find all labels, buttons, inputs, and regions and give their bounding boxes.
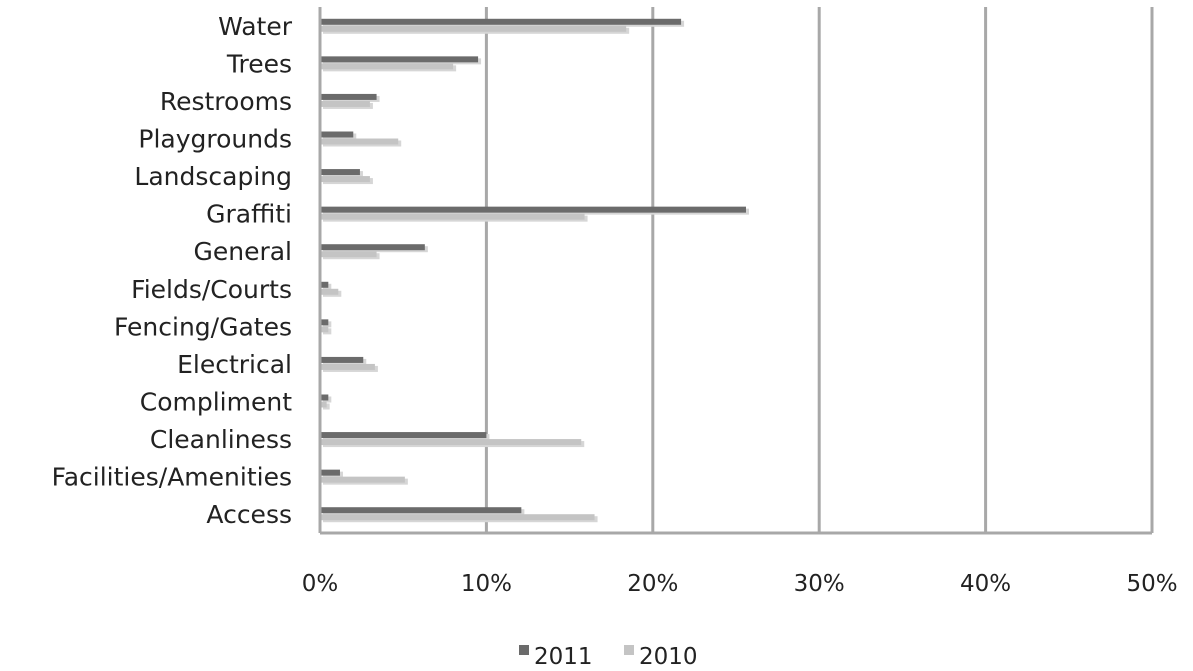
category-label: Trees (226, 49, 292, 78)
bar-2011-playgrounds (320, 131, 354, 138)
category-label: Restrooms (160, 87, 292, 116)
x-tick-label: 0% (302, 571, 339, 597)
category-label: Fields/Courts (131, 275, 292, 304)
bars (320, 18, 749, 523)
category-label: General (193, 237, 292, 266)
bar-2010-fields-courts (320, 288, 339, 295)
bar-2011-fields-courts (320, 281, 329, 288)
bar-2010-facilities-amenities (320, 476, 405, 483)
bar-2010-fencing-gates (320, 326, 329, 333)
legend-label-2011: 2011 (534, 644, 593, 670)
bar-2010-general (320, 251, 377, 258)
legend-swatch-2011 (519, 645, 529, 655)
category-label: Electrical (177, 350, 292, 379)
bar-2011-fencing-gates (320, 319, 329, 326)
category-label: Facilities/Amenities (52, 463, 292, 492)
axes (318, 7, 1152, 535)
bar-2011-restrooms (320, 93, 377, 100)
category-label: Water (218, 12, 293, 41)
bar-2010-landscaping (320, 176, 370, 183)
bar-2010-trees (320, 63, 454, 70)
bar-2010-cleanliness (320, 439, 582, 446)
bar-2010-electrical (320, 363, 375, 370)
bar-2011-trees (320, 56, 479, 63)
category-label: Compliment (140, 388, 292, 417)
bar-2011-electrical (320, 356, 364, 363)
bar-2010-graffiti (320, 213, 585, 220)
legend-label-2010: 2010 (639, 644, 698, 670)
category-labels: Water Trees Restrooms Playgrounds Landscapin… (52, 12, 293, 529)
x-tick-label: 40% (960, 571, 1011, 597)
bar-2011-graffiti (320, 206, 746, 213)
bar-2010-playgrounds (320, 138, 399, 145)
bar-2010-compliment (320, 401, 327, 408)
legend: 2011 2010 (519, 644, 698, 670)
category-label: Graffiti (206, 200, 292, 229)
bar-2011-water (320, 18, 682, 25)
category-label: Playgrounds (138, 125, 292, 154)
bar-2010-restrooms (320, 100, 370, 107)
x-tick-labels: 0% 10% 20% 30% 40% 50% (302, 571, 1178, 597)
grid-lines (484, 7, 1154, 533)
x-tick-label: 30% (794, 571, 845, 597)
bar-2011-general (320, 244, 425, 251)
category-label: Landscaping (134, 162, 292, 191)
bar-2011-cleanliness (320, 432, 487, 439)
x-tick-label: 10% (461, 571, 512, 597)
x-tick-label: 50% (1126, 571, 1177, 597)
bar-2011-landscaping (320, 169, 360, 176)
category-label: Access (206, 500, 292, 529)
bar-2010-water (320, 25, 627, 32)
x-tick-label: 20% (627, 571, 678, 597)
category-label: Cleanliness (150, 425, 292, 454)
bar-2011-compliment (320, 394, 329, 401)
legend-swatch-2010 (624, 645, 634, 655)
bar-2010-access (320, 514, 595, 521)
category-label: Fencing/Gates (114, 312, 292, 341)
bar-2011-facilities-amenities (320, 469, 340, 476)
bar-2011-access (320, 507, 522, 514)
